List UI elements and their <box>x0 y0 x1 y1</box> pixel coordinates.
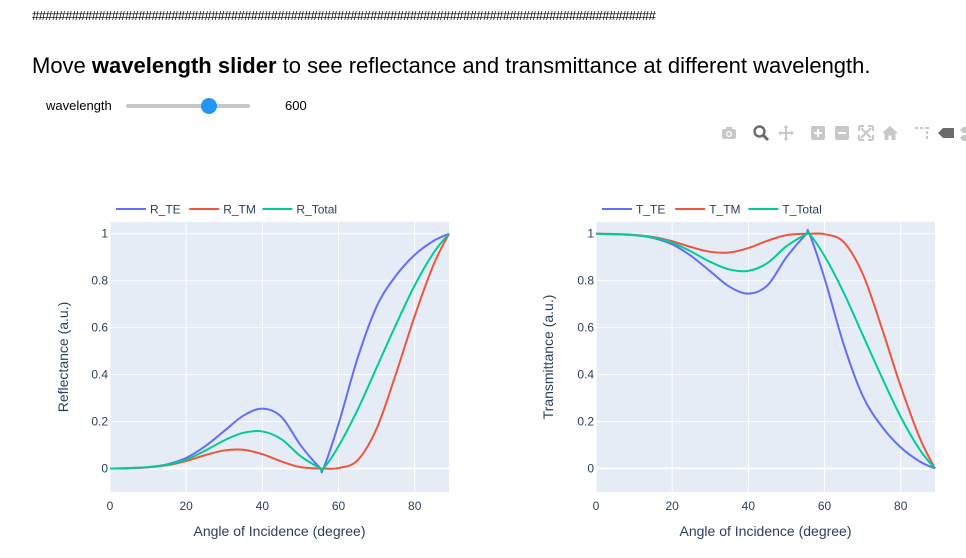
legend-label[interactable]: R_TM <box>223 203 256 217</box>
spike-lines-icon[interactable] <box>913 124 931 142</box>
pan-icon[interactable] <box>777 124 795 142</box>
headline-text-end: to see reflectance and transmittance at … <box>276 53 871 78</box>
camera-icon[interactable] <box>720 124 738 142</box>
y-tick-label: 0 <box>587 462 594 476</box>
x-tick-label: 20 <box>180 499 194 513</box>
y-tick-label: 1 <box>101 227 108 241</box>
hash-divider: ########################################… <box>32 8 656 23</box>
plot-modebar <box>720 124 966 144</box>
headline-text-start: Move <box>32 53 92 78</box>
home-icon[interactable] <box>881 124 899 142</box>
legend-box <box>112 198 348 220</box>
y-tick-label: 0.8 <box>91 274 108 288</box>
series-line-r-total <box>109 233 450 472</box>
autoscale-icon[interactable] <box>857 124 875 142</box>
legend-label[interactable]: R_TE <box>150 203 181 217</box>
zoom-icon[interactable] <box>752 124 770 142</box>
y-tick-label: 0 <box>101 462 108 476</box>
legend-label[interactable]: T_TE <box>636 203 665 217</box>
series-line-t-total <box>595 230 936 470</box>
y-tick-label: 1 <box>587 227 594 241</box>
x-tick-label: 60 <box>818 499 832 513</box>
y-axis-title: Transmittance (a.u.) <box>540 295 556 420</box>
legend-label[interactable]: T_Total <box>782 203 821 217</box>
x-tick-label: 0 <box>593 499 600 513</box>
x-tick-label: 80 <box>408 499 422 513</box>
y-tick-label: 0.4 <box>577 368 594 382</box>
legend-box <box>598 198 834 220</box>
x-axis-title: Angle of Incidence (degree) <box>680 523 852 539</box>
slider-thumb[interactable] <box>201 98 218 114</box>
y-tick-label: 0.6 <box>577 321 594 335</box>
instruction-headline: Move wavelength slider to see reflectanc… <box>32 53 871 79</box>
slider-label: wavelength <box>46 98 112 113</box>
plot-area <box>596 222 935 492</box>
legend-label[interactable]: T_TM <box>709 203 740 217</box>
zoom-out-icon[interactable] <box>833 124 851 142</box>
y-tick-label: 0.6 <box>91 321 108 335</box>
slider-value: 600 <box>285 98 307 113</box>
y-tick-label: 0.4 <box>91 368 108 382</box>
hover-compare-icon[interactable] <box>959 124 966 142</box>
x-axis-title: Angle of Incidence (degree) <box>194 523 366 539</box>
y-tick-label: 0.2 <box>91 415 108 429</box>
reflectance-chart: 0 20 40 60 80 0 0.2 0.4 0.6 0.8 1 Angle of Incidenc… <box>55 198 450 539</box>
x-tick-label: 0 <box>107 499 114 513</box>
transmittance-chart: 0 20 40 60 80 0 0.2 0.4 0.6 0.8 1 Angle of Incidenc… <box>540 198 936 539</box>
x-tick-label: 60 <box>332 499 346 513</box>
plot-area <box>110 222 449 492</box>
hover-closest-icon[interactable] <box>937 124 955 142</box>
slider-track[interactable] <box>126 98 250 114</box>
y-tick-label: 0.2 <box>577 415 594 429</box>
x-tick-label: 80 <box>894 499 908 513</box>
headline-bold-text: wavelength slider <box>91 53 277 78</box>
wavelength-slider-widget: wavelength 600 <box>46 96 346 116</box>
x-tick-label: 40 <box>256 499 270 513</box>
y-tick-label: 0.8 <box>577 274 594 288</box>
legend-label[interactable]: R_Total <box>296 203 337 217</box>
zoom-in-icon[interactable] <box>809 124 827 142</box>
x-tick-label: 40 <box>742 499 756 513</box>
y-axis-title: Reflectance (a.u.) <box>55 302 71 413</box>
x-tick-label: 20 <box>666 499 680 513</box>
